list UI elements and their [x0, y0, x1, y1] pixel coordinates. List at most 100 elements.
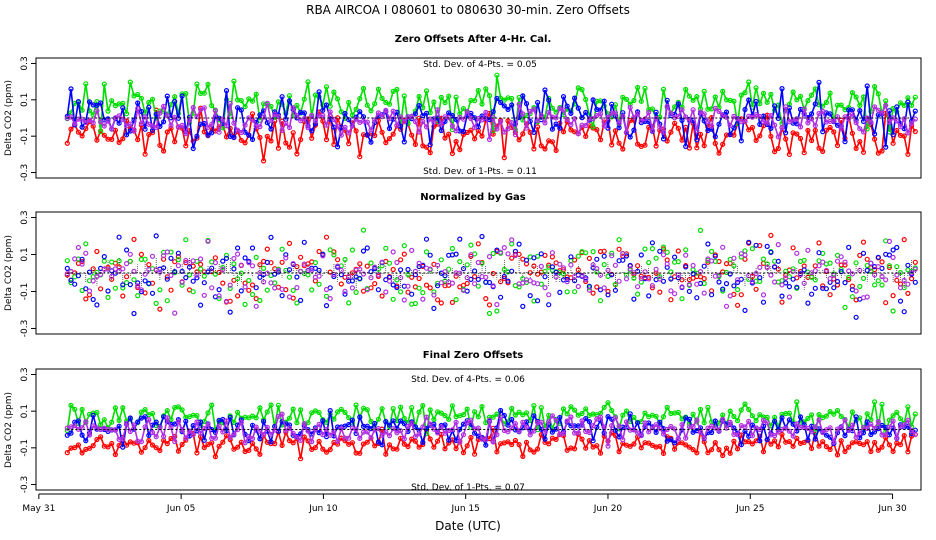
panel-3-purple-point — [786, 428, 793, 434]
panel-3-purple-point — [272, 427, 278, 433]
panel-1-blue-point — [694, 137, 700, 143]
panel-3-green-point — [609, 407, 615, 414]
panel-3-purple-point — [568, 414, 574, 420]
panel-1-green-point — [301, 96, 307, 102]
panel-3-purple-point — [435, 430, 441, 436]
panel-1-purple-point — [268, 117, 274, 124]
panel-2-blue-point — [894, 244, 900, 251]
panel-1-blue-point — [231, 134, 237, 140]
panel-3-blue-point — [590, 438, 596, 444]
panel-1-purple-point — [183, 131, 189, 137]
panel-3-green-point — [827, 409, 833, 415]
panel-2-red-point — [890, 293, 896, 299]
panel-2-purple-point — [838, 254, 844, 260]
panel-3-green-point — [449, 403, 455, 409]
panel-1-green-point — [360, 85, 367, 92]
panel-2-green-point — [112, 285, 119, 291]
panel-3-green-point — [642, 410, 648, 416]
panel-3-purple-point — [846, 427, 852, 434]
panel-2-purple-point — [72, 256, 78, 262]
panel-1-purple-point — [379, 114, 385, 120]
panel-1-purple-point — [808, 116, 815, 122]
panel-3-purple-point — [831, 439, 837, 445]
panel-1-red-point — [294, 151, 300, 157]
panel-2-blue-point — [116, 234, 122, 240]
panel-2-green-point — [612, 281, 619, 287]
panel-3-green-point — [205, 410, 211, 416]
panel-1-green-point — [509, 95, 515, 102]
panel-2-purple-point — [549, 250, 556, 256]
panel-3-purple-point — [749, 433, 756, 439]
panel-1-green-point — [857, 102, 863, 109]
panel-2-purple-point — [220, 266, 226, 273]
panel-2-blue-point — [701, 263, 707, 269]
panel-2-blue-point — [264, 259, 270, 265]
panel-3-blue-point — [738, 442, 744, 448]
panel-2-red-point — [438, 300, 444, 306]
panel-3-blue-point — [75, 418, 82, 424]
panel-2-purple-point — [912, 266, 918, 272]
panel-1-purple-point — [605, 114, 611, 120]
panel-2-green-point — [827, 260, 833, 266]
panel-3-purple-point — [275, 413, 281, 420]
panel-2-red-point — [590, 290, 596, 296]
panel-3-red-point — [79, 450, 85, 456]
panel-2-green-point — [153, 300, 159, 306]
panel-2-blue-point — [631, 296, 637, 302]
panel-1-purple-point — [498, 118, 504, 125]
panel-2-blue-point — [901, 309, 907, 315]
panel-3-blue-point — [346, 422, 352, 428]
panel-2-purple-point — [427, 266, 433, 272]
panel-2-green-point — [660, 244, 667, 250]
panel-1-green-point — [853, 94, 859, 100]
panel-3-purple-point — [679, 422, 685, 428]
panel-1-green-point — [864, 126, 870, 132]
panel-2-green-point — [327, 247, 333, 253]
panel-3-green-point — [409, 405, 415, 411]
panel-3-red-point — [231, 446, 237, 452]
panel-1-red-point — [183, 143, 189, 149]
panel-1-purple-point — [764, 120, 770, 126]
panel-2-purple-point — [842, 259, 848, 265]
panel-3-green-point — [912, 411, 918, 417]
panel-2-purple-point — [460, 287, 467, 293]
panel-1-purple-point — [261, 114, 267, 120]
panel-1-green-point — [231, 78, 237, 84]
panel-1-purple-point — [853, 120, 859, 126]
panel-3-purple-point — [183, 435, 189, 441]
panel-3-purple-point — [894, 435, 900, 441]
panel-1-red-point — [775, 145, 781, 152]
panel-2-purple-point — [164, 249, 170, 255]
panel-2-purple-point — [634, 284, 641, 290]
panel-3-red-point — [75, 442, 82, 448]
panel-1-green-point — [242, 104, 248, 110]
panel-2-purple-point — [231, 255, 237, 262]
panel-1-green-point — [205, 81, 211, 88]
panel-3-red-point — [253, 446, 259, 452]
panel-3-red-point — [523, 439, 530, 445]
panel-1-red-point — [298, 137, 304, 143]
panel-3-green-point — [427, 407, 433, 413]
panel-1-blue-point — [601, 98, 607, 104]
panel-3-red-point — [727, 450, 733, 456]
panel-2-purple-point — [783, 275, 789, 281]
panel-3-blue-point — [401, 421, 407, 427]
panel-3-purple-point — [227, 434, 233, 441]
panel-1-red-point — [238, 137, 244, 143]
panel-1-blue-point — [146, 104, 152, 110]
panel-1-purple-point — [453, 128, 459, 134]
panel-3-green-point — [94, 409, 100, 416]
panel-3-purple-point — [423, 414, 430, 420]
panel-2-purple-point — [775, 242, 781, 248]
panel-3-red-point — [494, 449, 500, 455]
panel-2-purple-point — [564, 279, 570, 285]
panel-1-purple-point — [564, 116, 570, 123]
panel-1-purple-point — [501, 129, 507, 135]
panel-1-purple-point — [723, 114, 730, 120]
panel-3-green-point — [194, 413, 200, 419]
panel-3-blue-point — [357, 414, 363, 420]
panel-1-purple-point — [846, 116, 852, 122]
panel-1-red-point — [412, 141, 418, 147]
panel-2-red-point — [601, 248, 607, 254]
panel-2-purple-point — [616, 278, 622, 284]
